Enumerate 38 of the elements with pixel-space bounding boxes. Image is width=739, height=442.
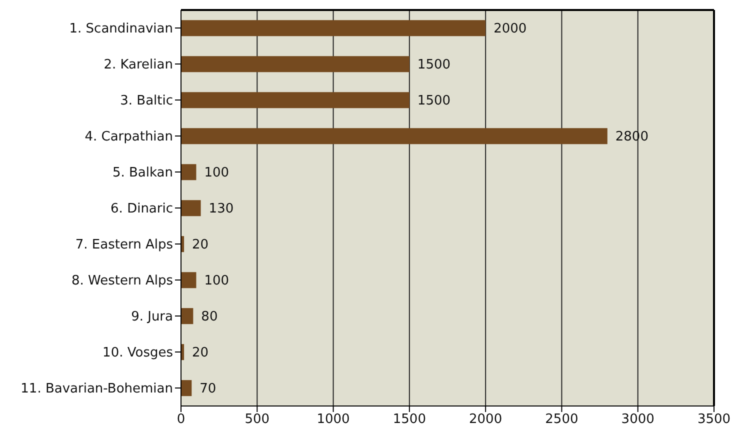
x-tick-label: 2000 <box>469 412 502 428</box>
data-label: 100 <box>204 166 230 181</box>
bar <box>181 20 486 36</box>
x-tick-label: 3000 <box>621 412 654 428</box>
data-label: 100 <box>204 274 230 289</box>
data-label: 80 <box>201 310 218 325</box>
data-label: 70 <box>200 382 216 397</box>
y-tick-label: 7. Eastern Alps <box>75 238 174 253</box>
y-tick-label: 2. Karelian <box>104 58 173 73</box>
y-tick-label: 4. Carpathian <box>84 130 173 145</box>
x-tick-label: 2500 <box>545 412 578 428</box>
data-label: 1500 <box>417 94 451 109</box>
bar <box>181 164 196 180</box>
y-tick-label: 1. Scandinavian <box>69 22 173 37</box>
bar <box>181 272 196 288</box>
data-label: 2000 <box>494 22 527 37</box>
data-label: 1500 <box>417 58 451 73</box>
data-label: 130 <box>208 202 234 217</box>
bar <box>181 200 201 216</box>
x-tick-label: 1500 <box>392 412 426 428</box>
x-tick-label: 500 <box>244 412 270 428</box>
y-tick-label: 11. Bavarian-Bohemian <box>20 382 173 397</box>
y-tick-label: 5. Balkan <box>112 166 173 181</box>
y-tick-label: 3. Baltic <box>120 94 173 109</box>
y-tick-label: 8. Western Alps <box>71 274 174 289</box>
x-tick-label: 0 <box>176 412 186 428</box>
data-label: 20 <box>192 238 209 253</box>
data-label: 20 <box>192 346 209 361</box>
x-tick-label: 1000 <box>316 412 350 428</box>
bar <box>181 92 410 108</box>
y-tick-label: 9. Jura <box>131 310 173 325</box>
y-tick-label: 6. Dinaric <box>110 202 173 217</box>
bar <box>181 380 192 396</box>
bar <box>181 128 608 144</box>
y-tick-label: 10. Vosges <box>102 346 174 361</box>
bar <box>181 56 410 72</box>
x-tick-label: 3500 <box>697 412 731 428</box>
bar <box>181 308 194 324</box>
